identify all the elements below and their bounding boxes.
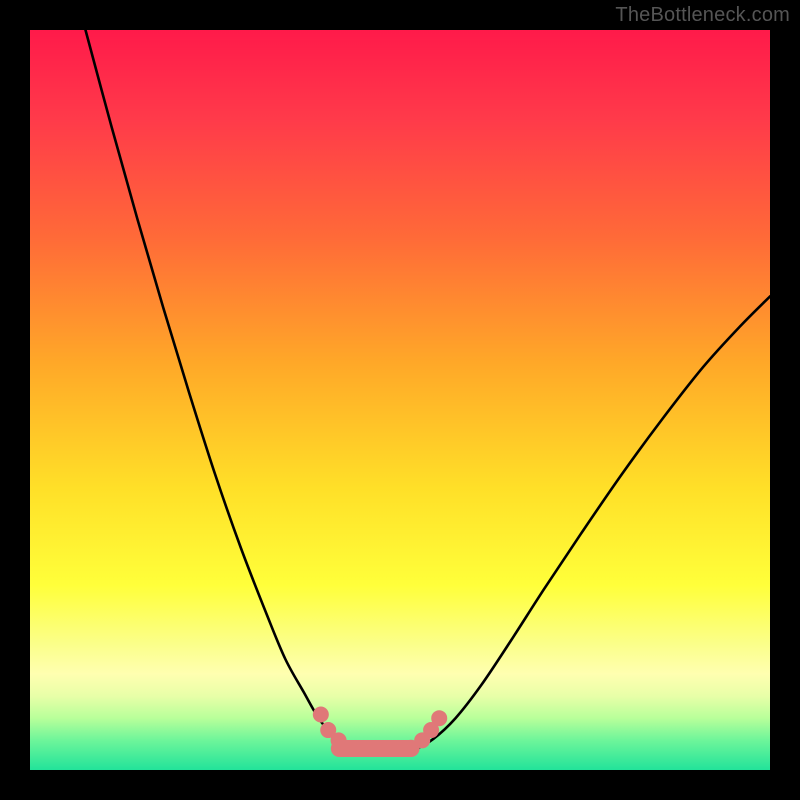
bottleneck-chart (0, 0, 800, 800)
valley-dot (313, 707, 329, 723)
plot-background (30, 30, 770, 770)
watermark-text: TheBottleneck.com (615, 4, 790, 27)
valley-dot (331, 732, 347, 748)
stage: TheBottleneck.com (0, 0, 800, 800)
valley-dot (431, 710, 447, 726)
